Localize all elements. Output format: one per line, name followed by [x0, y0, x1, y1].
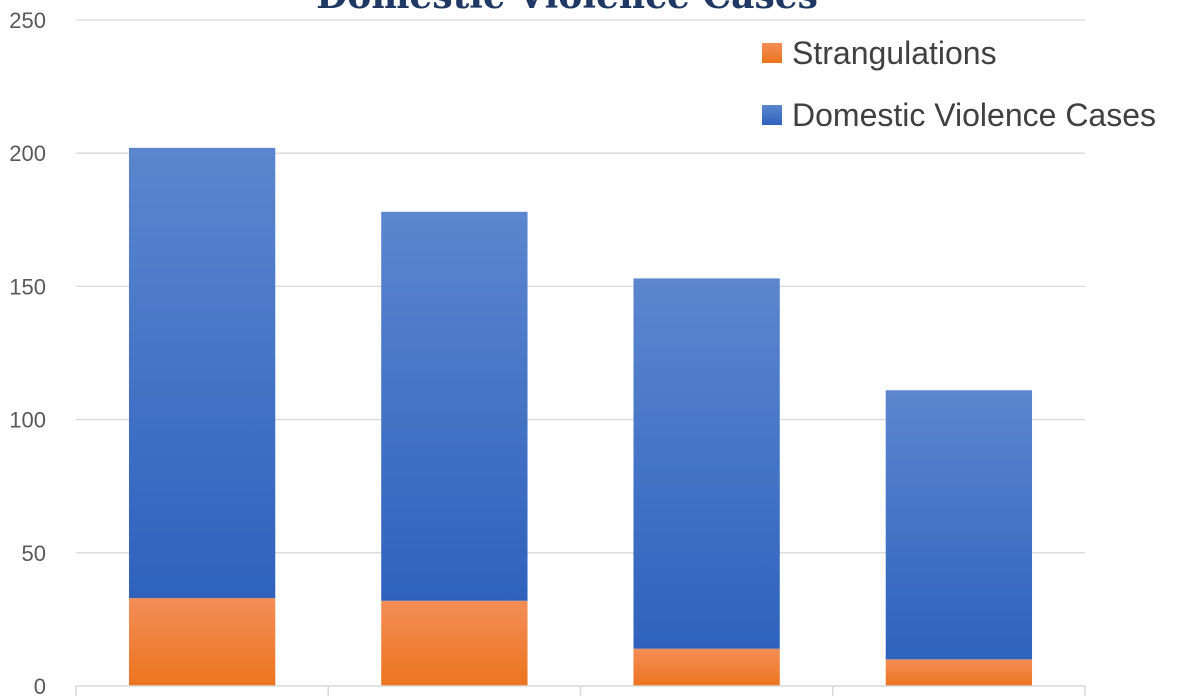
bar-domestic-violence-cases — [633, 278, 780, 649]
x-axis — [75, 685, 1086, 696]
bars — [128, 147, 1033, 686]
bar-domestic-violence-cases — [128, 147, 276, 599]
legend-label: Strangulations — [792, 35, 997, 71]
bar-strangulations — [381, 600, 528, 686]
y-tick-label: 100 — [9, 408, 46, 433]
bar-strangulations — [128, 598, 276, 686]
chart-title: Domestic Violence Cases — [316, 0, 818, 17]
bar-strangulations — [633, 648, 780, 686]
y-tick-label: 150 — [9, 274, 46, 299]
y-axis-tick-labels: 0 50 100 150 200 250 — [9, 8, 46, 696]
y-tick-label: 0 — [34, 674, 46, 696]
y-tick-label: 50 — [22, 541, 46, 566]
legend: Strangulations Domestic Violence Cases — [762, 35, 1156, 133]
y-tick-label: 250 — [9, 8, 46, 33]
bar-domestic-violence-cases — [885, 390, 1033, 660]
legend-swatch — [762, 43, 782, 63]
legend-label: Domestic Violence Cases — [792, 97, 1156, 133]
bar-strangulations — [885, 659, 1033, 686]
y-tick-label: 200 — [9, 141, 46, 166]
bar-domestic-violence-cases — [381, 211, 528, 601]
legend-swatch — [762, 105, 782, 125]
